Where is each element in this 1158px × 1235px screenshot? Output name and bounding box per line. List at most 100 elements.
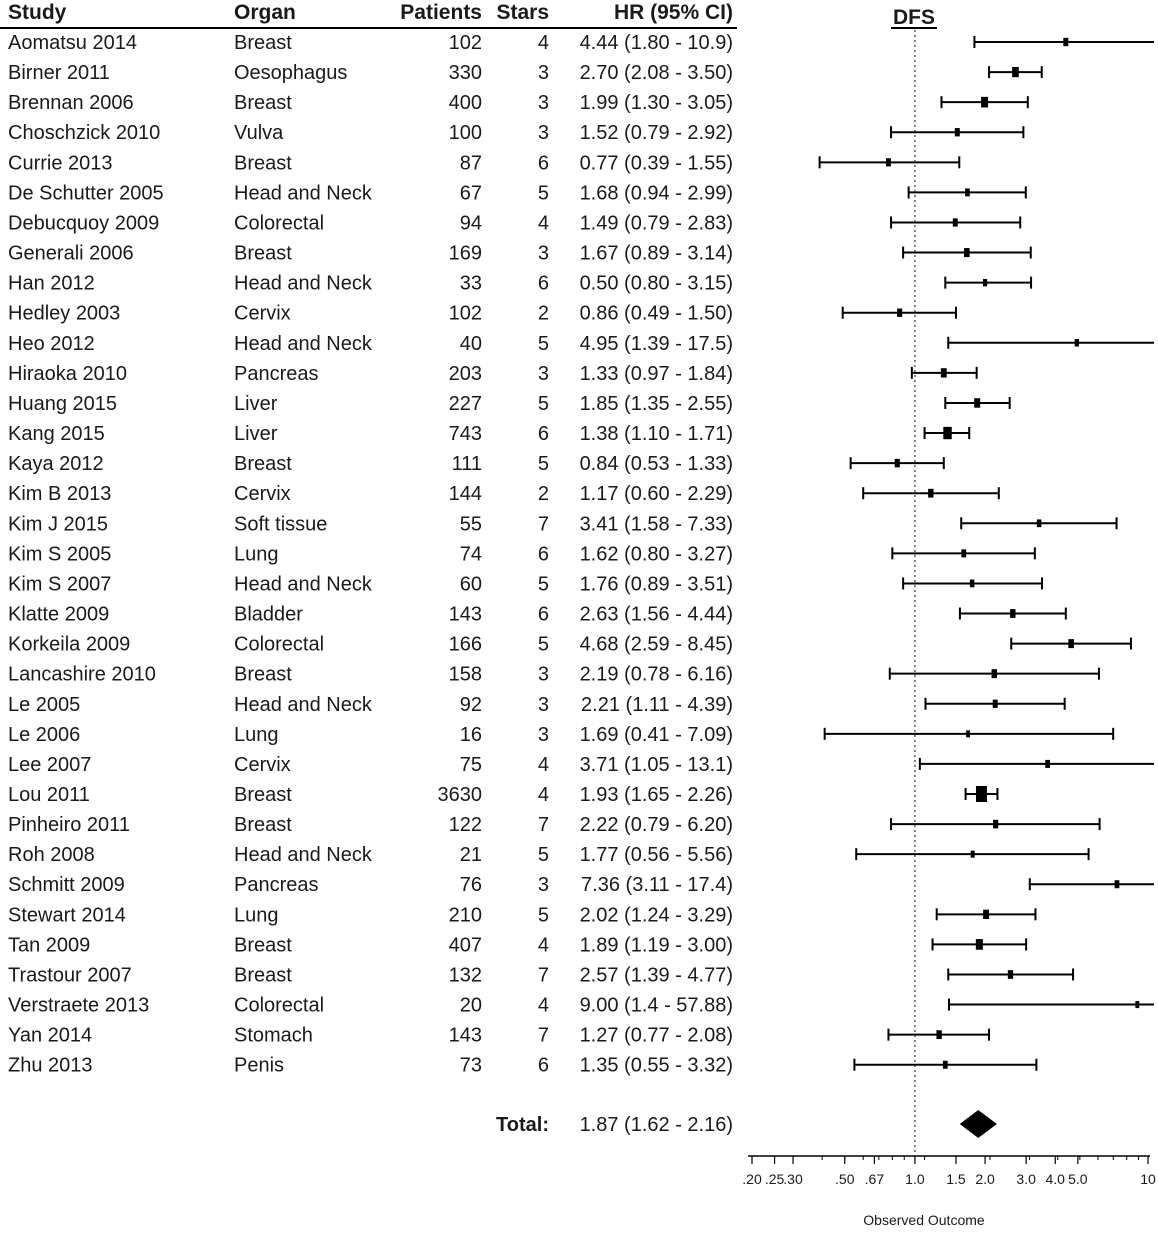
stars-value: 7	[538, 513, 549, 535]
hr-point-estimate	[961, 549, 967, 558]
patients-value: 73	[460, 1055, 482, 1077]
table-row: Lou 2011 Breast 3630 4 1.93 (1.65 - 2.26)	[8, 784, 733, 806]
table-row: Kim S 2007 Head and Neck 60 5 1.76 (0.89 - 3…	[8, 573, 733, 595]
hr-value: 1.38 (1.10 - 1.71)	[580, 423, 733, 445]
study-name: Pinheiro 2011	[8, 814, 130, 836]
organ-name: Breast	[234, 92, 292, 114]
hr-point-estimate	[1068, 639, 1074, 649]
patients-value: 74	[460, 543, 482, 565]
hr-value: 0.77 (0.39 - 1.55)	[580, 152, 733, 174]
hr-point-estimate	[1063, 37, 1069, 47]
organ-name: Head and Neck	[234, 273, 373, 295]
hr-point-estimate	[940, 368, 947, 378]
table-row: Korkeila 2009 Colorectal 166 5 4.68 (2.59 - …	[8, 634, 733, 656]
hr-value: 2.57 (1.39 - 4.77)	[580, 964, 733, 986]
organ-name: Lung	[234, 543, 279, 565]
hr-point-estimate	[952, 218, 958, 227]
hr-point-estimate	[965, 188, 970, 197]
hr-value: 1.52 (0.79 - 2.92)	[580, 122, 733, 144]
stars-value: 7	[538, 1025, 549, 1047]
organ-name: Breast	[234, 814, 292, 836]
table-row: Stewart 2014 Lung 210 5 2.02 (1.24 - 3.29)	[8, 904, 733, 926]
hr-value: 1.93 (1.65 - 2.26)	[580, 784, 733, 806]
hr-value: 1.69 (0.41 - 7.09)	[580, 724, 733, 746]
ci-whisker	[947, 998, 1154, 1011]
stars-value: 6	[538, 604, 549, 626]
total-row: Total: 1.87 (1.62 - 2.16)	[496, 1114, 733, 1136]
patients-value: 40	[460, 333, 482, 355]
stars-value: 6	[538, 1055, 549, 1077]
hr-value: 1.62 (0.80 - 3.27)	[580, 543, 733, 565]
total-label: Total:	[496, 1114, 549, 1136]
hr-point-estimate	[970, 850, 975, 858]
organ-name: Breast	[234, 664, 292, 686]
patients-value: 330	[449, 62, 482, 84]
stars-value: 4	[538, 754, 549, 776]
hr-point-estimate	[894, 458, 900, 468]
study-name: De Schutter 2005	[8, 182, 164, 204]
study-name: Yan 2014	[8, 1025, 92, 1047]
study-name: Lancashire 2010	[8, 664, 156, 686]
stars-value: 4	[538, 995, 549, 1017]
study-name: Debucquoy 2009	[8, 212, 159, 234]
table-row: Kim S 2005 Lung 74 6 1.62 (0.80 - 3.27)	[8, 543, 733, 565]
organ-name: Liver	[234, 423, 278, 445]
patients-value: 400	[449, 92, 482, 114]
patients-value: 111	[452, 453, 482, 475]
patients-value: 76	[460, 874, 482, 896]
organ-name: Cervix	[234, 303, 291, 325]
study-name: Generali 2006	[8, 243, 134, 265]
study-header: Study	[8, 1, 67, 24]
hr-value: 1.49 (0.79 - 2.83)	[580, 212, 733, 234]
patients-value: 143	[449, 1025, 482, 1047]
table-row: Lee 2007 Cervix 75 4 3.71 (1.05 - 13.1)	[8, 754, 733, 776]
study-name: Heo 2012	[8, 333, 95, 355]
stars-value: 3	[538, 694, 549, 716]
organ-header: Organ	[234, 1, 296, 24]
study-name: Le 2006	[8, 724, 80, 746]
study-name: Klatte 2009	[8, 604, 109, 626]
hr-point-estimate	[954, 128, 960, 137]
table-row: Le 2006 Lung 16 3 1.69 (0.41 - 7.09)	[8, 724, 733, 746]
stars-value: 6	[538, 152, 549, 174]
hr-value: 1.35 (0.55 - 3.32)	[580, 1055, 733, 1077]
stars-value: 2	[538, 483, 549, 505]
table-rows: Aomatsu 2014 Breast 102 4 4.44 (1.80 - 10.9)…	[8, 32, 733, 1136]
hr-value: 1.67 (0.89 - 3.14)	[580, 243, 733, 265]
header-row: Study Organ Patients Stars HR (95% CI) D…	[0, 1, 937, 29]
organ-name: Bladder	[234, 604, 303, 626]
table-row: Hiraoka 2010 Pancreas 203 3 1.33 (0.97 - 1.8…	[8, 363, 733, 385]
hr-value: 2.22 (0.79 - 6.20)	[580, 814, 733, 836]
patients-value: 102	[449, 32, 482, 54]
patients-value: 158	[449, 664, 482, 686]
study-name: Trastour 2007	[8, 964, 132, 986]
hr-value: 1.77 (0.56 - 5.56)	[580, 844, 733, 866]
organ-name: Breast	[234, 243, 292, 265]
stars-value: 3	[538, 363, 549, 385]
table-row: Tan 2009 Breast 407 4 1.89 (1.19 - 3.00)	[8, 934, 733, 956]
hr-point-estimate	[936, 1030, 942, 1040]
study-name: Schmitt 2009	[8, 874, 125, 896]
study-name: Kim S 2005	[8, 543, 111, 565]
hr-point-estimate	[1114, 880, 1120, 889]
study-name: Brennan 2006	[8, 92, 134, 114]
x-tick-label: 3.0	[1016, 1171, 1036, 1187]
stars-value: 3	[538, 664, 549, 686]
table-row: Zhu 2013 Penis 73 6 1.35 (0.55 - 3.32)	[8, 1055, 733, 1077]
study-name: Kang 2015	[8, 423, 105, 445]
study-name: Kim S 2007	[8, 573, 111, 595]
organ-name: Pancreas	[234, 363, 319, 385]
organ-name: Stomach	[234, 1025, 313, 1047]
table-row: Kim B 2013 Cervix 144 2 1.17 (0.60 - 2.29)	[8, 483, 733, 505]
stars-value: 5	[538, 393, 549, 415]
patients-value: 143	[449, 604, 482, 626]
organ-name: Head and Neck	[234, 694, 373, 716]
patients-value: 33	[460, 273, 482, 295]
organ-name: Head and Neck	[234, 333, 373, 355]
hr-header: HR (95% CI)	[614, 1, 733, 24]
study-name: Roh 2008	[8, 844, 95, 866]
organ-name: Oesophagus	[234, 62, 347, 84]
stars-value: 2	[538, 303, 549, 325]
table-row: Pinheiro 2011 Breast 122 7 2.22 (0.79 - 6.20…	[8, 814, 733, 836]
